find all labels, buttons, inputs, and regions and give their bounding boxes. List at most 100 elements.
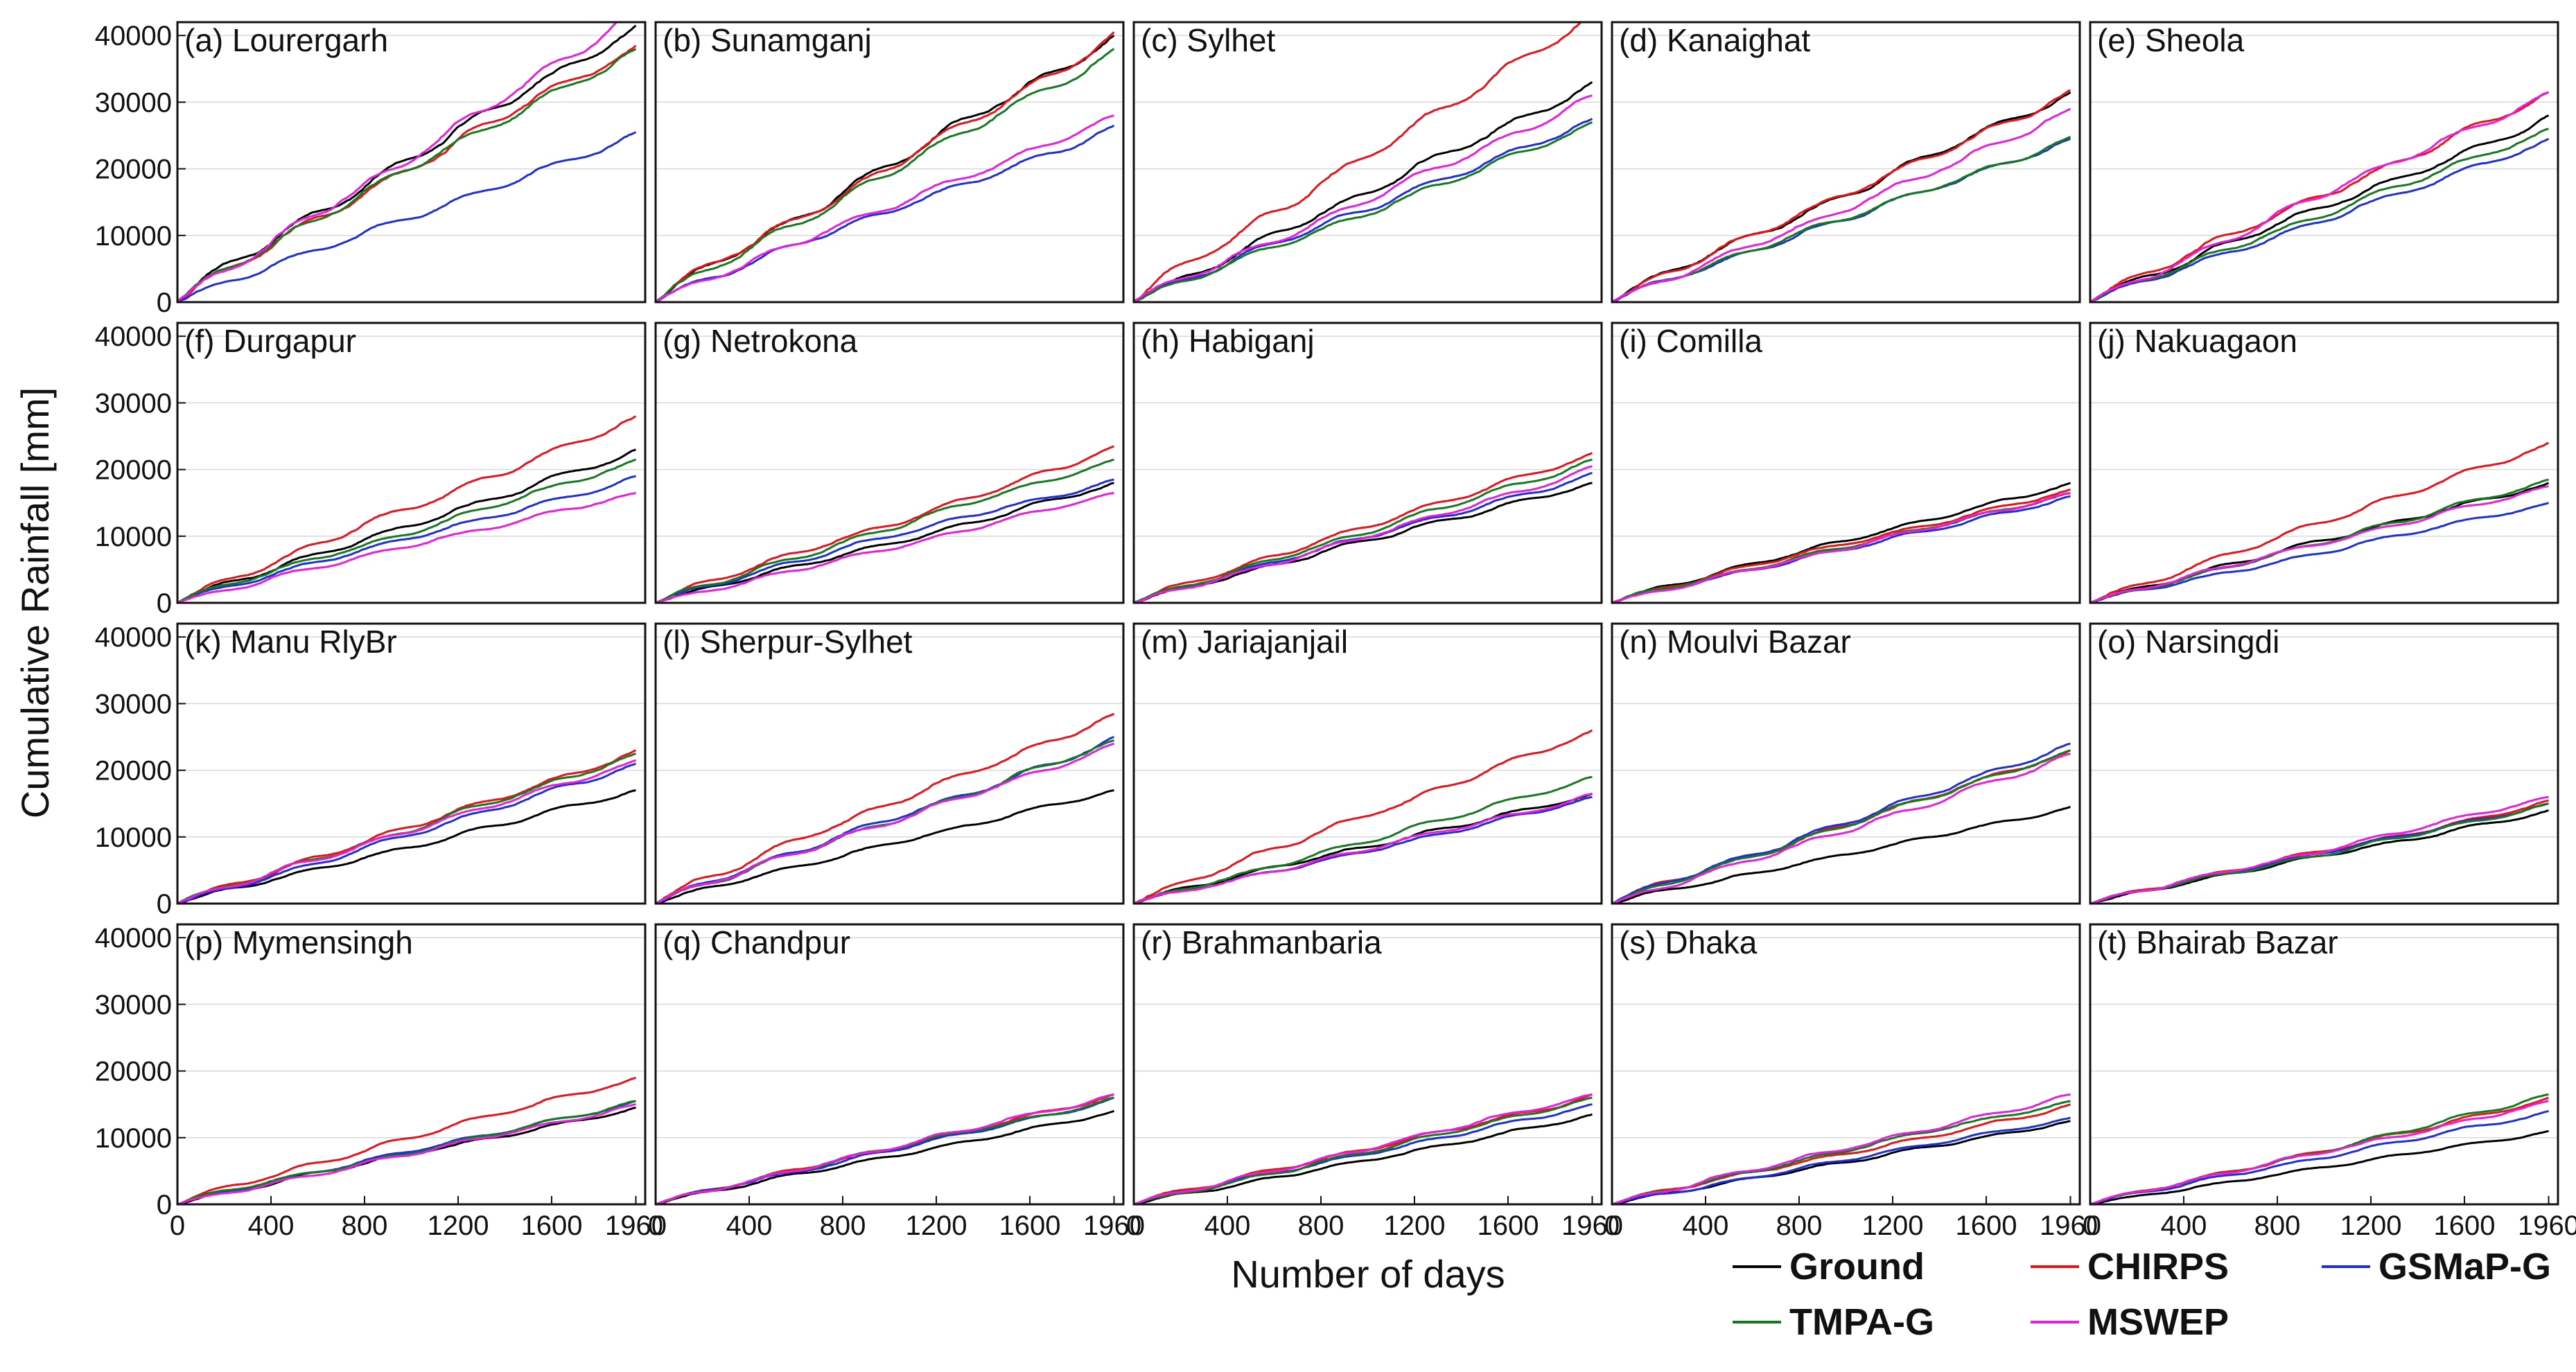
panel-title: (h) Habiganj [1141,323,1315,359]
series-line-chirps [2090,91,2550,302]
panel-title: (d) Kanaighat [1619,22,1810,58]
x-tick-label: 1200 [428,1211,489,1241]
panel: (g) Netrokona [654,322,1125,604]
series-line-chirps [1612,89,2071,302]
series-line-mswep [177,1103,636,1204]
y-tick-label: 20000 [95,155,172,185]
series-line-ground [2090,1129,2549,1204]
x-tick-label: 0 [1126,1211,1141,1241]
panel-frame [654,923,1125,1206]
y-tick-label: 0 [157,288,172,318]
legend-item-ground: Ground [1733,1246,1925,1287]
x-tick-label: 400 [1683,1211,1729,1241]
x-tick-label: 400 [2161,1211,2207,1241]
series-line-mswep [656,114,1114,302]
series-line-chirps [1134,452,1593,603]
series-line-ground [177,789,636,904]
series-line-mswep [1134,792,1593,904]
x-tick-label: 800 [820,1211,866,1241]
x-tick-label: 1600 [999,1211,1061,1241]
panel-frame [176,21,647,304]
series-line-ground [1134,1113,1593,1204]
panel: (r) Brahmanbaria 0 400 800 1200 1600 1960 [1126,923,1623,1241]
panel-frame [2089,322,2559,604]
y-tick-label: 30000 [95,388,172,419]
legend-item-tmpa-g: TMPA-G [1733,1301,1934,1343]
series-line-gsmap-g [177,762,637,904]
x-tick-label: 1200 [906,1211,967,1241]
x-tick-label: 800 [342,1211,388,1241]
x-tick-label: 0 [2083,1211,2098,1241]
x-tick-label: 1960 [2518,1211,2576,1241]
series-line-tmpa-g [2090,127,2549,302]
series-line-gsmap-g [177,475,636,603]
panel: (s) Dhaka 0 400 800 1200 1600 1960 [1604,923,2101,1241]
panel-title: (i) Comilla [1619,323,1762,359]
y-tick-label: 10000 [95,823,172,853]
series-line-mswep [1612,107,2071,302]
legend-item-mswep: MSWEP [2031,1301,2229,1343]
y-tick-label: 0 [157,889,172,920]
series-line-tmpa-g [1134,458,1593,603]
panel-title: (s) Dhaka [1619,924,1758,960]
panel-title: (k) Manu RlyBr [184,624,397,660]
y-tick-label: 30000 [95,689,172,719]
panel-title: (a) Lourergarh [184,22,388,58]
x-tick-label: 1960 [1083,1211,1145,1241]
series-line-tmpa-g [177,1100,636,1204]
series-line-ground [1134,81,1593,302]
x-tick-label: 1960 [1561,1211,1623,1241]
panel: (f) Durgapur 0 10000 20000 30000 40000 [95,322,647,619]
series-line-mswep [2090,795,2549,904]
series-line-tmpa-g [1134,1096,1593,1204]
panel-frame [1132,923,1603,1206]
y-axis-label: Cumulative Rainfall [mm] [13,387,57,818]
y-tick-label: 40000 [95,622,172,653]
legend-item-chirps: CHIRPS [2031,1246,2229,1287]
x-tick-label: 800 [2254,1211,2301,1241]
panel-title: (l) Sherpur-Sylhet [663,624,913,660]
series-line-chirps [656,445,1115,603]
panel-frame [2089,622,2559,905]
series-line-mswep [656,1093,1114,1204]
x-tick-label: 400 [248,1211,295,1241]
panel: (p) Mymensingh 0 10000 20000 30000 40000 0 400 8… [95,923,667,1241]
panel: (h) Habiganj [1132,322,1603,604]
series-line-tmpa-g [177,48,637,302]
x-tick-label: 1600 [1478,1211,1539,1241]
series-line-mswep [2090,485,2549,603]
series-line-chirps [177,415,637,603]
series-line-chirps [656,31,1115,302]
series-line-gsmap-g [2090,502,2549,603]
y-tick-label: 40000 [95,322,172,352]
x-tick-label: 1600 [1956,1211,2017,1241]
y-tick-label: 10000 [95,1123,172,1154]
series-line-tmpa-g [656,458,1114,603]
panel-title: (g) Netrokona [663,323,858,359]
panel: (m) Jariajanjail [1132,622,1603,905]
legend: Ground CHIRPS GSMaP-G TMPA-G MSWEP [1733,1246,2551,1343]
x-tick-label: 0 [1604,1211,1620,1241]
legend-label: MSWEP [2087,1301,2229,1343]
y-tick-label: 30000 [95,990,172,1020]
series-line-ground [2090,114,2550,302]
legend-label: Ground [1789,1246,1925,1287]
series-line-chirps [177,749,637,904]
panel-frame [1611,923,2081,1206]
panel: (d) Kanaighat [1611,21,2081,304]
panel: (k) Manu RlyBr 0 10000 20000 30000 40000 [95,622,647,920]
panel-frame [176,322,647,604]
series-line-chirps [177,1076,637,1204]
panel-title: (b) Sunamganj [663,22,872,58]
series-line-mswep [2090,91,2550,302]
panel: (i) Comilla [1611,322,2081,604]
y-tick-label: 10000 [95,221,172,252]
x-tick-label: 800 [1298,1211,1344,1241]
series-line-ground [1612,806,2071,904]
panel: (o) Narsingdi [2089,622,2559,905]
series-line-gsmap-g [1612,742,2071,904]
panel: (e) Sheola [2089,21,2559,304]
panel: (c) Sylhet [1132,21,1603,304]
legend-label: GSMaP-G [2378,1246,2551,1287]
panel-title: (t) Bhairab Bazar [2097,924,2338,960]
